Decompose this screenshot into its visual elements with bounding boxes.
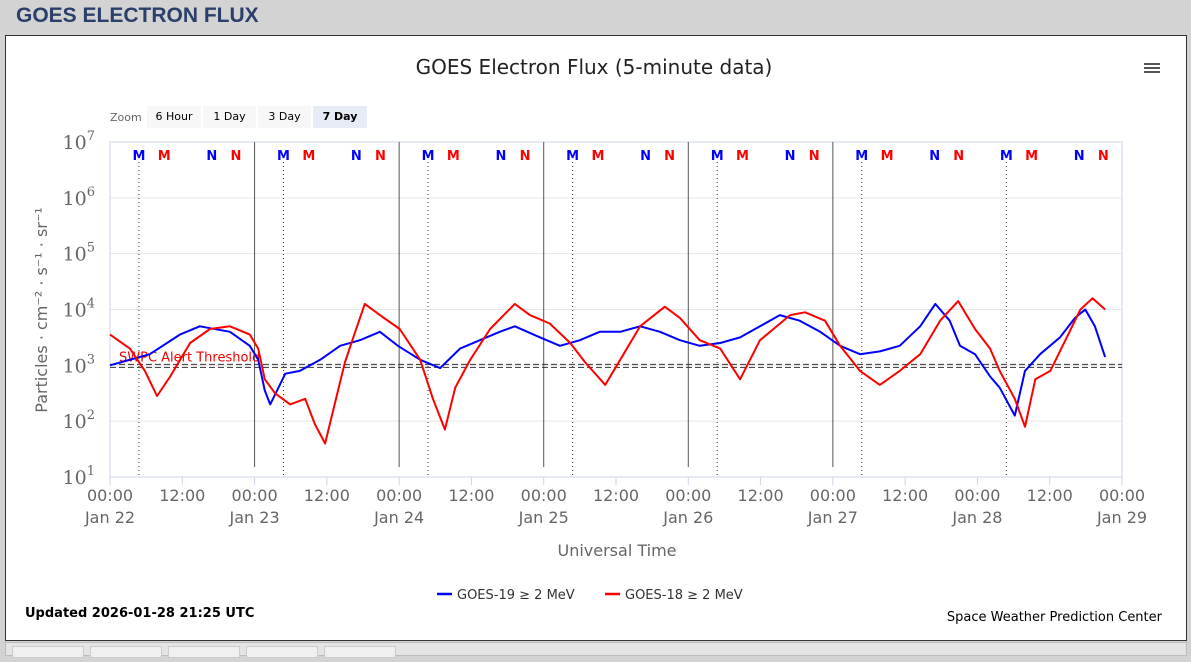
marker-N: N [929,149,940,164]
marker-N: N [809,149,820,164]
x-tick-label: 00:00 [954,486,1000,505]
marker-N: N [520,149,531,164]
marker-M: M [566,149,579,164]
series-line-goes18 [109,297,1106,445]
x-tick-label: 12:00 [304,486,350,505]
marker-M: M [855,149,868,164]
x-tick-label: 00:00 [376,486,422,505]
y-tick-label: 105 [63,241,95,266]
x-tick-date: Jan 24 [373,508,424,527]
y-tick-label: 102 [63,408,95,433]
x-tick-date: Jan 22 [84,508,135,527]
marker-N: N [495,149,506,164]
marker-N: N [206,149,217,164]
x-tick-label: 00:00 [232,486,278,505]
x-tick-label: 12:00 [882,486,928,505]
zoom-button-7-day[interactable]: 7 Day [313,106,367,128]
y-tick-label: 107 [63,129,95,154]
zoom-button-label: 1 Day [213,110,246,123]
page-title: GOES ELECTRON FLUX [16,4,259,27]
chart-menu-button[interactable] [1144,61,1160,75]
zoom-button-bg [203,106,256,128]
zoom-label: Zoom [110,111,142,124]
zoom-button-bg [313,106,367,128]
marker-N: N [1074,149,1085,164]
zoom-button-bg [258,106,311,128]
x-tick-label: 00:00 [665,486,711,505]
chart-title: GOES Electron Flux (5-minute data) [416,55,773,79]
marker-M: M [736,149,749,164]
x-tick-label: 12:00 [448,486,494,505]
marker-M: M [422,149,435,164]
x-tick-date: Jan 26 [662,508,713,527]
zoom-button-bg [147,106,201,128]
marker-N: N [1098,149,1109,164]
marker-M: M [447,149,460,164]
marker-N: N [664,149,675,164]
x-tick-date: Jan 23 [229,508,280,527]
zoom-button-label: 3 Day [268,110,301,123]
updated-timestamp: Updated 2026-01-28 21:25 UTC [25,606,254,621]
x-tick-label: 00:00 [521,486,567,505]
marker-M: M [1025,149,1038,164]
threshold-label: SWPC Alert Threshold [119,350,260,365]
x-tick-date: Jan 29 [1096,508,1147,527]
credit: Space Weather Prediction Center [947,610,1163,625]
x-tick-date: Jan 28 [951,508,1002,527]
y-tick-label: 103 [63,352,95,377]
x-tick-label: 12:00 [159,486,205,505]
legend-goes19[interactable]: GOES-19 ≥ 2 MeV [437,588,575,603]
x-tick-label: 12:00 [738,486,784,505]
x-axis-title: Universal Time [557,541,676,560]
marker-N: N [785,149,796,164]
marker-M: M [591,149,604,164]
y-tick-label: 106 [63,185,95,210]
chart-panel [5,35,1187,641]
series-line-goes19 [109,302,1107,417]
x-tick-label: 12:00 [593,486,639,505]
marker-M: M [277,149,290,164]
marker-M: M [302,149,315,164]
legend-label: GOES-18 ≥ 2 MeV [625,588,743,603]
y-tick-label: 101 [63,464,95,489]
zoom-button-3-day[interactable]: 3 Day [258,106,311,128]
x-tick-label: 00:00 [810,486,856,505]
zoom-button-1-day[interactable]: 1 Day [203,106,256,128]
marker-N: N [953,149,964,164]
legend-goes18[interactable]: GOES-18 ≥ 2 MeV [605,588,743,603]
x-tick-date: Jan 27 [807,508,858,527]
marker-M: M [132,149,145,164]
marker-M: M [1000,149,1013,164]
x-tick-label: 00:00 [1099,486,1145,505]
marker-M: M [881,149,894,164]
marker-M: M [711,149,724,164]
zoom-button-label: 6 Hour [156,110,193,123]
marker-N: N [375,149,386,164]
marker-N: N [640,149,651,164]
x-tick-label: 00:00 [87,486,133,505]
legend-label: GOES-19 ≥ 2 MeV [457,588,575,603]
zoom-button-6-hour[interactable]: 6 Hour [147,106,201,128]
marker-N: N [230,149,241,164]
x-tick-label: 12:00 [1027,486,1073,505]
zoom-button-label: 7 Day [323,110,358,123]
y-axis-title: Particles · cm⁻² · s⁻¹ · sr⁻¹ [32,207,51,412]
marker-N: N [351,149,362,164]
x-tick-date: Jan 25 [518,508,569,527]
y-tick-label: 104 [63,297,95,322]
marker-M: M [158,149,171,164]
